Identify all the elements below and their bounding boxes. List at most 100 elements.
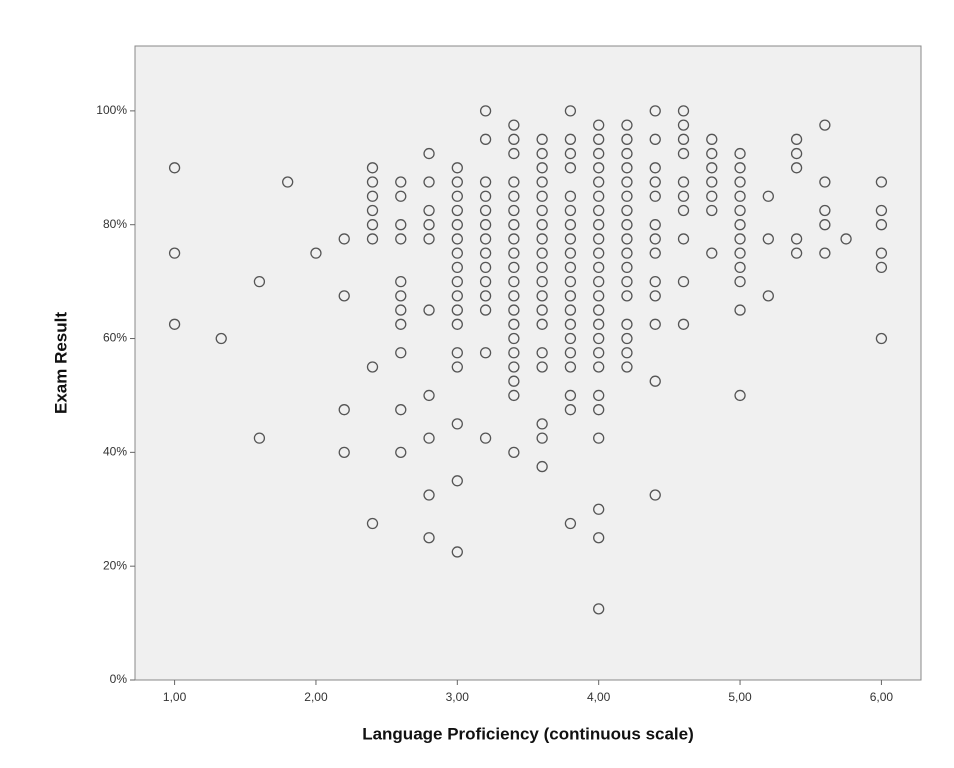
point: [451, 176, 463, 188]
point: [508, 119, 520, 131]
y-tick-label: 40%: [103, 445, 127, 459]
point: [564, 147, 577, 160]
point: [706, 147, 718, 160]
point: [706, 176, 718, 188]
y-tick-label: 20%: [103, 558, 127, 572]
point: [593, 404, 605, 416]
point: [451, 233, 463, 245]
point: [790, 233, 803, 245]
y-axis-title: Exam Result: [51, 312, 70, 414]
point: [536, 290, 548, 302]
point: [677, 275, 690, 288]
point: [395, 219, 407, 231]
point: [734, 275, 746, 288]
point: [677, 318, 690, 330]
point: [508, 318, 520, 330]
point: [762, 190, 774, 202]
point: [734, 147, 746, 160]
point: [451, 361, 463, 373]
point: [564, 404, 577, 416]
point: [564, 204, 577, 217]
point: [536, 233, 548, 245]
point: [593, 204, 605, 217]
point: [734, 176, 746, 188]
point: [395, 304, 407, 316]
point: [508, 190, 520, 202]
point: [819, 247, 831, 259]
point: [508, 275, 520, 288]
x-tick-label: 4,00: [587, 690, 611, 704]
point: [706, 162, 718, 174]
point: [649, 489, 661, 501]
point: [593, 176, 605, 188]
point: [593, 290, 605, 302]
point: [451, 190, 463, 202]
point: [677, 176, 690, 188]
point: [479, 261, 492, 274]
point: [677, 119, 690, 131]
point: [649, 176, 661, 188]
point: [790, 162, 803, 174]
point: [451, 261, 463, 274]
point: [451, 418, 463, 430]
point: [564, 261, 577, 274]
point: [508, 204, 520, 217]
point: [395, 176, 407, 188]
y-tick-label: 60%: [103, 331, 127, 345]
point: [621, 133, 633, 145]
point: [168, 162, 181, 174]
point: [621, 332, 633, 345]
point: [508, 347, 520, 359]
point: [366, 176, 379, 188]
point: [621, 176, 633, 188]
y-tick-label: 100%: [96, 103, 127, 117]
point: [790, 147, 803, 160]
point: [621, 347, 633, 359]
point: [593, 147, 605, 160]
point: [366, 162, 379, 174]
point: [649, 190, 661, 202]
point: [649, 375, 661, 387]
point: [875, 247, 888, 259]
point: [593, 119, 605, 131]
point: [479, 347, 492, 359]
point: [649, 233, 661, 245]
point: [423, 489, 435, 501]
point: [840, 233, 852, 245]
point: [451, 318, 463, 330]
point: [621, 261, 633, 274]
point: [366, 204, 379, 217]
point: [451, 219, 463, 231]
point: [593, 532, 605, 544]
point: [451, 347, 463, 359]
point: [677, 147, 690, 160]
point: [564, 133, 577, 145]
point: [536, 176, 548, 188]
point: [621, 233, 633, 245]
point: [366, 219, 379, 231]
point: [508, 361, 520, 373]
point: [479, 133, 492, 145]
point: [790, 133, 803, 145]
point: [621, 204, 633, 217]
point: [508, 446, 520, 459]
point: [677, 204, 690, 217]
point: [536, 361, 548, 373]
point: [536, 133, 548, 145]
point: [564, 361, 577, 373]
point: [338, 446, 350, 459]
point: [451, 275, 463, 288]
point: [395, 290, 407, 302]
point: [536, 147, 548, 160]
point: [734, 304, 746, 316]
point: [649, 105, 661, 117]
point: [536, 219, 548, 231]
point: [875, 219, 888, 231]
point: [479, 190, 492, 202]
point: [875, 332, 888, 345]
point: [649, 219, 661, 231]
point: [762, 233, 774, 245]
point: [790, 247, 803, 259]
point: [310, 247, 322, 259]
